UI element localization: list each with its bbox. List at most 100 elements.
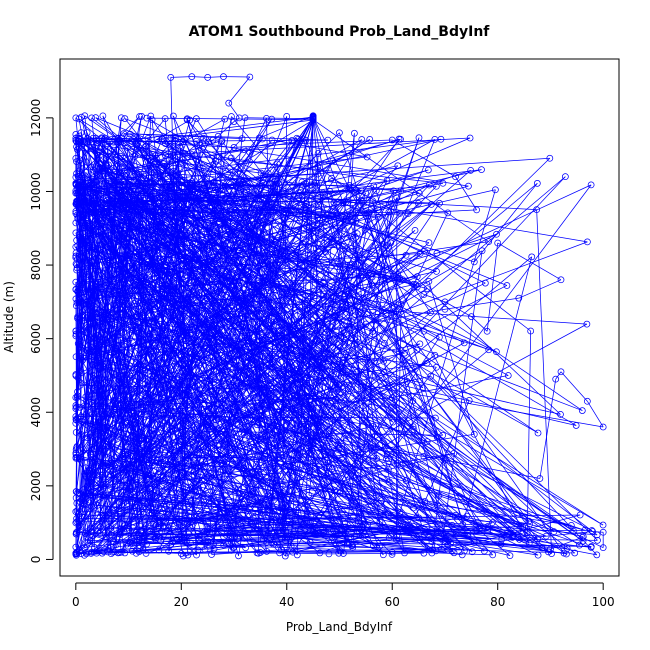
series-segment: [249, 354, 436, 495]
series-segment: [77, 200, 226, 224]
data-point: [288, 207, 296, 214]
series-segment: [79, 217, 583, 411]
data-point: [228, 301, 236, 309]
series-segment: [77, 149, 420, 194]
data-point: [254, 404, 261, 412]
data-point: [74, 314, 81, 322]
series-segment: [114, 173, 269, 552]
data-point: [439, 431, 447, 439]
data-point: [88, 114, 96, 122]
data-point: [110, 333, 118, 341]
data-point: [121, 115, 129, 122]
data-point: [328, 174, 335, 182]
data-point: [141, 472, 149, 480]
data-point: [306, 467, 314, 475]
data-point: [198, 432, 206, 439]
data-point: [172, 177, 180, 184]
data-point: [393, 532, 401, 539]
data-point: [107, 248, 114, 256]
data-point: [288, 331, 296, 339]
series-segment: [86, 349, 390, 483]
data-point: [91, 543, 98, 551]
data-point: [175, 257, 182, 265]
data-point: [324, 136, 332, 144]
data-point: [159, 406, 167, 413]
data-point: [380, 357, 387, 365]
data-point: [306, 418, 314, 426]
data-point: [175, 360, 183, 368]
data-point: [165, 524, 173, 532]
data-point: [347, 186, 355, 194]
data-point: [316, 549, 324, 557]
data-point: [133, 387, 141, 395]
data-point: [223, 444, 231, 452]
series-segment: [539, 379, 557, 479]
data-point: [145, 459, 153, 467]
data-point: [111, 548, 118, 556]
data-point: [204, 246, 212, 254]
data-point: [467, 166, 475, 174]
data-point: [81, 544, 88, 551]
series-segment: [339, 132, 468, 536]
data-point: [72, 200, 80, 208]
data-point: [264, 503, 272, 511]
data-point: [435, 492, 443, 499]
data-point: [87, 398, 95, 406]
data-point: [369, 423, 377, 430]
data-point: [190, 486, 198, 494]
data-point: [126, 208, 134, 216]
data-point: [329, 157, 337, 165]
data-point: [276, 326, 283, 334]
data-point: [125, 233, 132, 241]
data-point: [135, 453, 143, 461]
data-point: [388, 394, 396, 401]
data-point: [75, 290, 83, 298]
data-point: [381, 339, 388, 347]
data-point: [339, 453, 347, 461]
data-point: [253, 222, 261, 230]
series-segment: [153, 250, 285, 435]
data-point: [98, 336, 105, 343]
series-segment: [284, 212, 449, 557]
data-point: [441, 305, 449, 313]
data-point: [213, 229, 221, 237]
data-point: [268, 115, 276, 123]
data-point: [561, 173, 569, 180]
data-point: [86, 537, 94, 545]
data-point: [447, 539, 455, 547]
data-point: [599, 521, 607, 529]
series-segment: [90, 308, 347, 425]
data-point: [230, 282, 238, 289]
data-point: [74, 510, 82, 518]
data-point: [370, 447, 378, 455]
data-point: [94, 208, 102, 215]
data-point: [309, 192, 316, 200]
data-point: [116, 549, 123, 556]
series-segment: [258, 550, 453, 554]
data-point: [156, 398, 163, 406]
series-segment: [129, 266, 320, 371]
data-point: [107, 550, 115, 557]
data-point: [396, 509, 404, 516]
data-point: [256, 207, 264, 214]
series-segment: [97, 185, 437, 205]
series-segment: [242, 138, 442, 183]
data-point: [104, 208, 111, 216]
data-point: [151, 195, 159, 203]
series-segment: [75, 190, 489, 351]
data-point: [523, 529, 531, 537]
data-point: [142, 142, 149, 150]
data-point: [346, 322, 354, 330]
data-point: [427, 309, 434, 316]
data-point: [158, 389, 166, 397]
data-point: [286, 487, 293, 495]
series-segment: [560, 371, 588, 402]
data-point: [218, 524, 226, 531]
series-segment: [211, 538, 446, 555]
data-point: [283, 112, 291, 120]
data-point: [274, 160, 281, 168]
data-point: [572, 422, 580, 429]
data-point: [557, 410, 564, 418]
data-point: [106, 220, 114, 227]
data-point: [349, 247, 357, 255]
